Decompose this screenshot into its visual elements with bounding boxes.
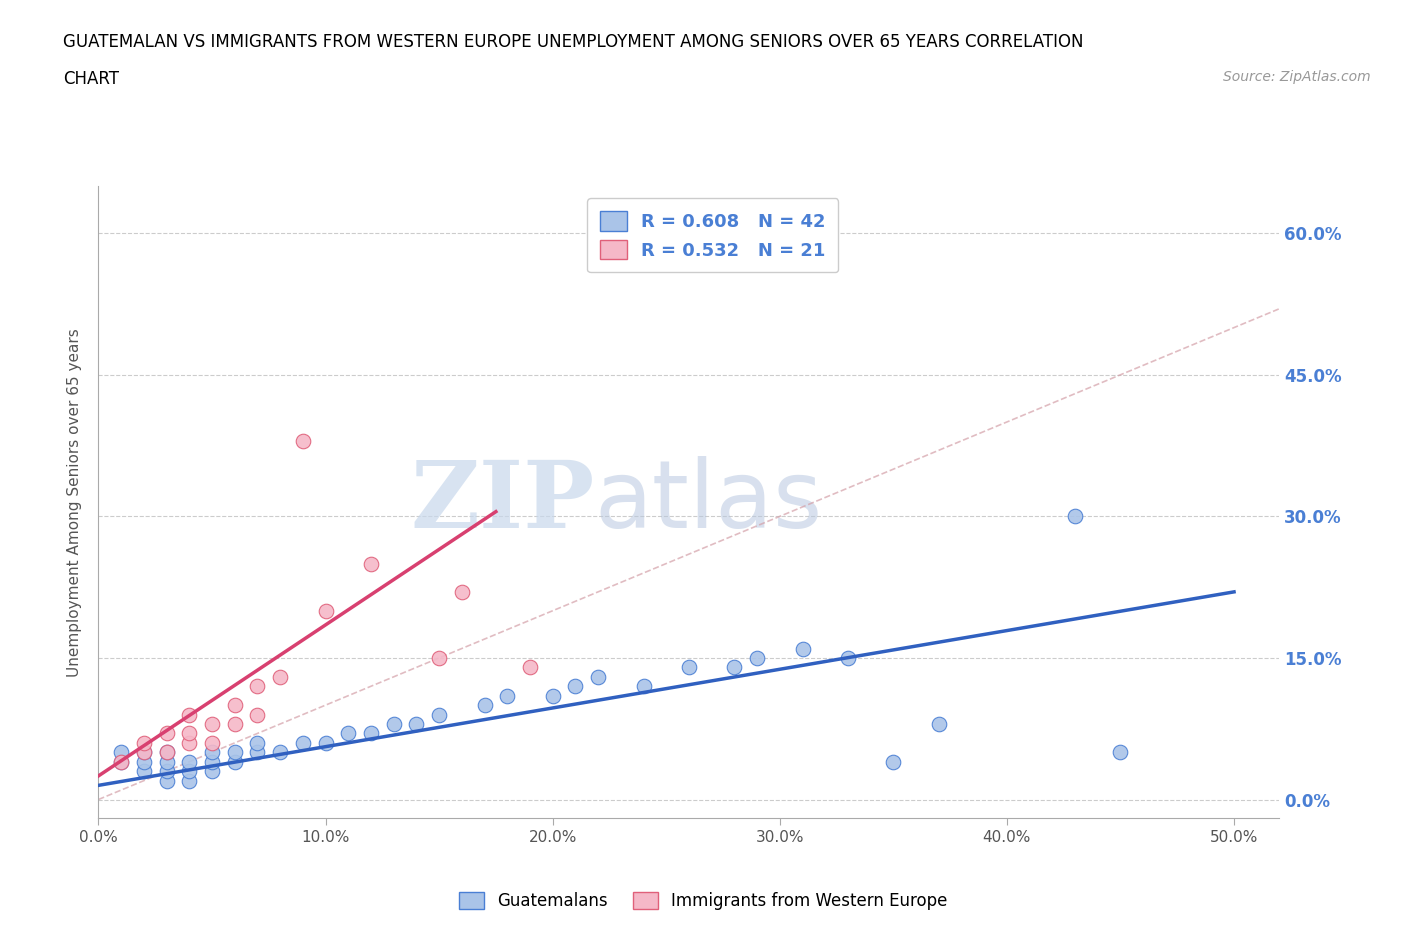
Text: atlas: atlas — [595, 457, 823, 548]
Point — [246, 707, 269, 722]
Text: GUATEMALAN VS IMMIGRANTS FROM WESTERN EUROPE UNEMPLOYMENT AMONG SENIORS OVER 65 : GUATEMALAN VS IMMIGRANTS FROM WESTERN EU… — [63, 33, 1084, 50]
Point — [179, 773, 201, 788]
Point — [179, 754, 201, 769]
Point — [1064, 509, 1087, 524]
Point — [745, 650, 768, 665]
Point — [201, 717, 224, 732]
Point — [132, 745, 155, 760]
Text: Source: ZipAtlas.com: Source: ZipAtlas.com — [1223, 70, 1371, 84]
Point — [132, 745, 155, 760]
Point — [110, 754, 132, 769]
Point — [224, 754, 246, 769]
Point — [541, 688, 564, 703]
Point — [360, 556, 382, 571]
Point — [201, 754, 224, 769]
Point — [269, 670, 291, 684]
Point — [155, 754, 177, 769]
Point — [474, 698, 496, 712]
Legend: R = 0.608   N = 42, R = 0.532   N = 21: R = 0.608 N = 42, R = 0.532 N = 21 — [586, 198, 838, 272]
Point — [179, 764, 201, 778]
Point — [155, 745, 177, 760]
Point — [792, 641, 814, 656]
Point — [360, 726, 382, 741]
Point — [155, 726, 177, 741]
Text: CHART: CHART — [63, 70, 120, 87]
Point — [224, 698, 246, 712]
Point — [132, 754, 155, 769]
Text: ZIP: ZIP — [411, 458, 595, 547]
Point — [110, 745, 132, 760]
Point — [132, 764, 155, 778]
Point — [496, 688, 519, 703]
Point — [201, 764, 224, 778]
Point — [110, 754, 132, 769]
Point — [519, 660, 541, 675]
Point — [269, 745, 291, 760]
Point — [155, 745, 177, 760]
Point — [201, 736, 224, 751]
Point — [1109, 745, 1132, 760]
Point — [224, 717, 246, 732]
Point — [633, 679, 655, 694]
Point — [882, 754, 904, 769]
Point — [315, 736, 337, 751]
Point — [427, 650, 450, 665]
Point — [450, 584, 472, 599]
Point — [224, 745, 246, 760]
Point — [155, 764, 177, 778]
Point — [315, 604, 337, 618]
Point — [678, 660, 700, 675]
Point — [179, 736, 201, 751]
Point — [201, 745, 224, 760]
Point — [837, 650, 859, 665]
Point — [405, 717, 427, 732]
Point — [564, 679, 586, 694]
Point — [132, 736, 155, 751]
Legend: Guatemalans, Immigrants from Western Europe: Guatemalans, Immigrants from Western Eur… — [451, 885, 955, 917]
Point — [427, 707, 450, 722]
Y-axis label: Unemployment Among Seniors over 65 years: Unemployment Among Seniors over 65 years — [67, 328, 83, 677]
Point — [337, 726, 360, 741]
Point — [382, 717, 405, 732]
Point — [586, 670, 609, 684]
Point — [155, 773, 177, 788]
Point — [246, 736, 269, 751]
Point — [246, 679, 269, 694]
Point — [291, 433, 314, 448]
Point — [179, 707, 201, 722]
Point — [179, 726, 201, 741]
Point — [291, 736, 314, 751]
Point — [723, 660, 745, 675]
Point — [928, 717, 950, 732]
Point — [246, 745, 269, 760]
